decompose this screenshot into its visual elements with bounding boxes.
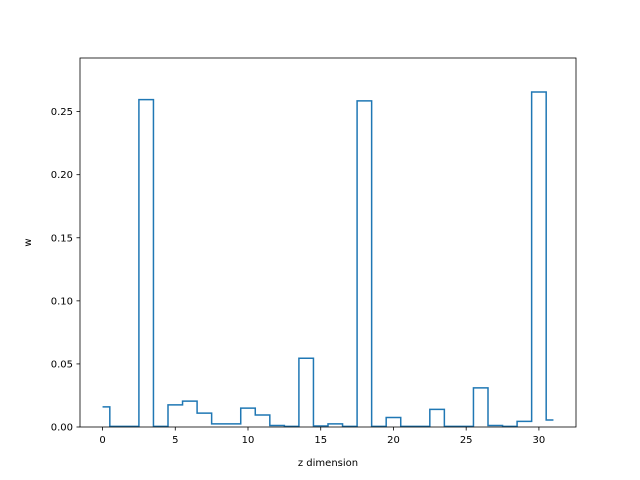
- y-axis-label: w: [23, 238, 34, 246]
- axes-frame: [79, 57, 577, 428]
- x-tick-label: 0: [99, 435, 105, 446]
- data-point-3: [144, 98, 148, 102]
- y-axis-ticks: 0.00 0.05 0.10 0.15 0.20 0.25: [51, 107, 80, 434]
- y-tick-label: 0.00: [51, 423, 73, 434]
- data-point-26: [479, 386, 483, 390]
- data-point-10: [246, 406, 250, 410]
- data-point-7: [202, 411, 206, 415]
- plot-area: [101, 90, 555, 428]
- data-point-22: [421, 424, 425, 428]
- data-point-18: [362, 99, 366, 103]
- data-point-11: [261, 413, 265, 417]
- x-tick-label: 30: [533, 435, 546, 446]
- y-tick-label: 0.10: [51, 296, 73, 307]
- y-tick-label: 0.15: [51, 233, 73, 244]
- data-point-8: [217, 422, 221, 426]
- data-point-19: [377, 424, 381, 428]
- x-tick-label: 5: [172, 435, 178, 446]
- data-point-2: [130, 424, 134, 428]
- data-point-17: [348, 424, 352, 428]
- data-point-9: [231, 422, 235, 426]
- x-tick-label: 15: [314, 435, 327, 446]
- data-point-0: [101, 405, 105, 409]
- x-tick-label: 10: [242, 435, 255, 446]
- x-axis-ticks: 0 5 10 15 20 25 30: [99, 427, 545, 446]
- data-point-28: [508, 424, 512, 428]
- y-tick-label: 0.25: [51, 107, 73, 118]
- data-point-13: [290, 424, 294, 428]
- x-tick-label: 20: [387, 435, 400, 446]
- x-axis-label: z dimension: [298, 458, 358, 469]
- data-point-30: [537, 90, 541, 94]
- data-point-29: [522, 419, 526, 423]
- data-point-14: [304, 356, 308, 360]
- data-point-20: [391, 416, 395, 420]
- y-tick-label: 0.20: [51, 170, 73, 181]
- data-point-23: [435, 407, 439, 411]
- data-point-5: [173, 403, 177, 407]
- data-point-21: [406, 424, 410, 428]
- data-point-16: [333, 422, 337, 426]
- y-tick-label: 0.05: [51, 359, 73, 370]
- data-point-31: [551, 418, 555, 422]
- x-tick-label: 25: [460, 435, 473, 446]
- data-point-6: [188, 399, 192, 403]
- series-step-line: [102, 91, 554, 428]
- data-point-4: [159, 424, 163, 428]
- data-point-1: [115, 424, 119, 428]
- data-point-24: [450, 424, 454, 428]
